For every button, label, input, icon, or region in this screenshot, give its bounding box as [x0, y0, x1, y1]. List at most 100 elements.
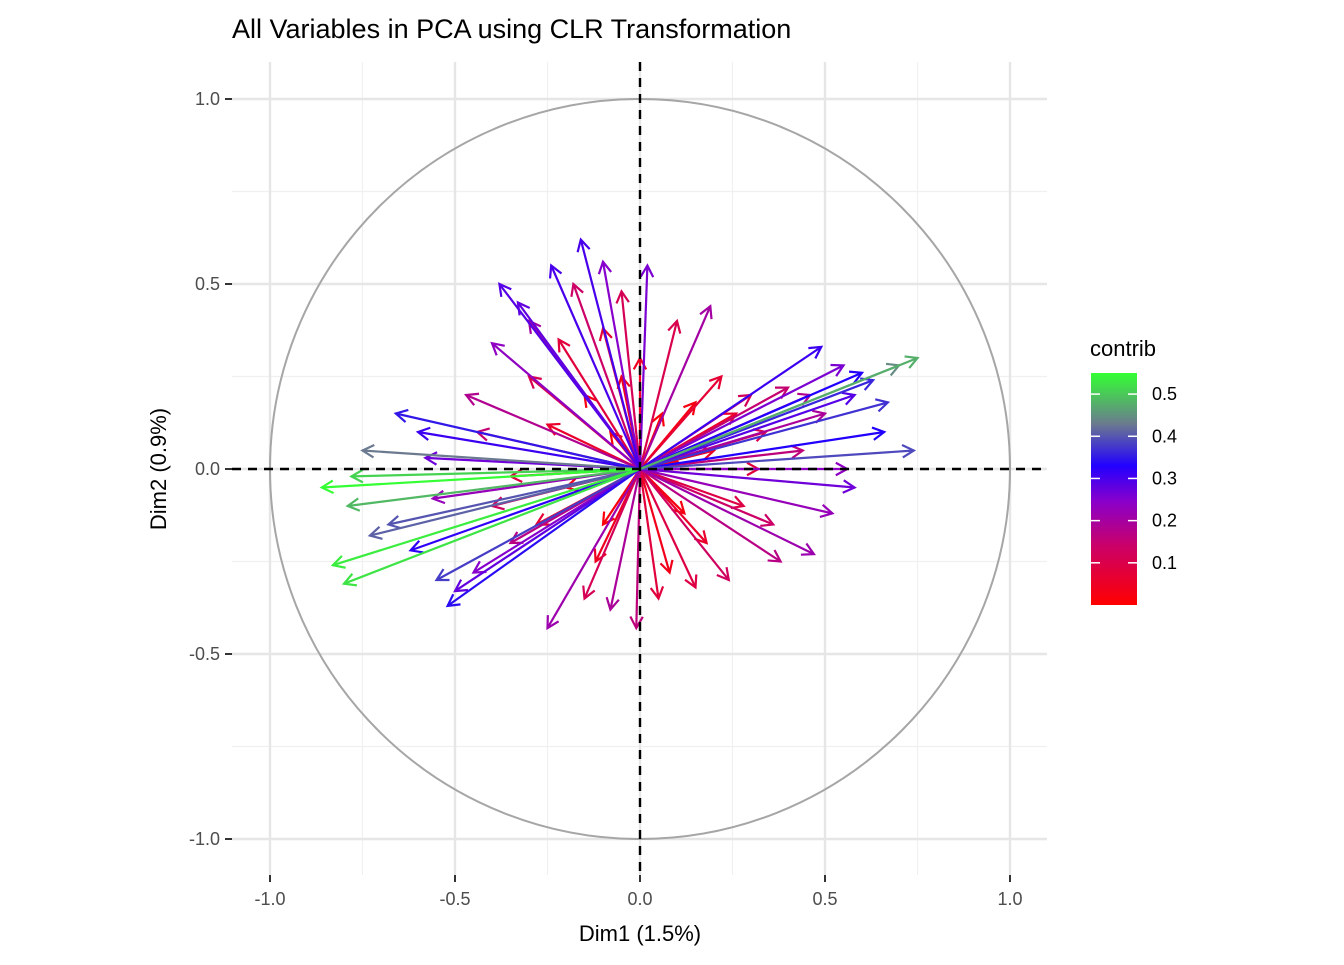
arrow-head — [582, 585, 596, 601]
arrow-shaft — [639, 467, 774, 526]
arrow-shaft — [332, 467, 641, 567]
legend-break-label: 0.4 — [1152, 426, 1177, 446]
arrow-shaft — [639, 393, 855, 471]
arrow-head — [393, 408, 409, 423]
variable-arrow — [548, 263, 642, 470]
arrow-head — [360, 444, 375, 459]
arrow-shaft — [638, 265, 649, 470]
arrow-shaft — [639, 467, 833, 515]
arrow-head — [498, 282, 512, 298]
arrow-shaft — [638, 468, 671, 573]
y-tick-label: -0.5 — [189, 644, 220, 664]
variable-arrow — [498, 282, 641, 470]
arrow-shaft — [639, 449, 914, 471]
arrow-head — [649, 585, 665, 601]
arrow-shaft — [347, 467, 641, 508]
arrow-head — [445, 593, 461, 608]
variable-arrow — [319, 467, 641, 495]
arrow-shaft — [583, 468, 642, 599]
arrow-shaft — [351, 467, 641, 478]
arrow-head — [386, 515, 402, 530]
arrow-head — [830, 363, 846, 377]
arrow-head — [716, 567, 731, 582]
arrow-head — [819, 503, 835, 518]
x-tick-label: 1.0 — [997, 889, 1022, 909]
arrow-head — [708, 374, 723, 390]
arrow-shaft — [639, 468, 730, 581]
arrow-shaft — [362, 449, 641, 471]
variable-arrow — [341, 467, 641, 587]
arrow-head — [904, 355, 920, 369]
arrow-head — [651, 411, 665, 427]
variable-arrow — [408, 467, 641, 554]
variable-arrow — [639, 374, 723, 470]
arrow-head — [693, 530, 709, 545]
arrow-head — [597, 259, 612, 275]
arrow-head — [557, 337, 571, 353]
variable-arrow — [639, 363, 846, 470]
variable-arrow — [360, 444, 641, 471]
arrow-head — [463, 392, 480, 406]
variable-arrow — [639, 468, 816, 556]
legend-break-label: 0.1 — [1152, 553, 1177, 573]
variable-arrow — [638, 304, 713, 470]
arrow-head — [434, 568, 450, 582]
arrow-head — [790, 444, 806, 459]
arrow-shaft — [454, 468, 641, 593]
arrow-head — [408, 539, 424, 554]
arrow-head — [570, 281, 584, 298]
variable-arrow — [638, 468, 674, 575]
arrow-head — [508, 531, 524, 545]
arrow-head — [760, 513, 776, 527]
variable-arrow — [638, 468, 665, 601]
arrow-shaft — [639, 430, 885, 471]
arrow-head — [730, 495, 746, 510]
arrow-shaft — [639, 468, 782, 563]
arrow-shaft — [435, 468, 641, 581]
y-tick-label: 0.5 — [195, 274, 220, 294]
arrow-shaft — [410, 467, 641, 552]
arrow-head — [875, 398, 891, 413]
variable-arrow — [490, 341, 641, 470]
x-tick-label: 0.5 — [812, 889, 837, 909]
arrow-head — [629, 616, 644, 631]
variable-arrow — [639, 467, 857, 494]
arrow-head — [871, 426, 887, 441]
arrow-shaft — [638, 320, 679, 470]
arrow-head — [615, 289, 630, 304]
arrow-head — [330, 555, 346, 569]
chart-title: All Variables in PCA using CLR Transform… — [232, 14, 791, 44]
x-tick-label: -0.5 — [439, 889, 470, 909]
variable-arrow — [605, 468, 642, 612]
variable-arrow — [639, 398, 891, 471]
arrow-shaft — [639, 364, 844, 470]
variable-arrow — [639, 370, 865, 471]
legend-title: contrib — [1090, 336, 1156, 361]
variable-arrow — [445, 468, 641, 608]
variable-arrow — [639, 345, 824, 470]
arrow-head — [808, 345, 824, 359]
arrow-head — [546, 615, 560, 631]
arrow-head — [367, 526, 383, 540]
arrow-head — [767, 549, 783, 563]
legend-break-label: 0.2 — [1152, 511, 1177, 531]
arrow-head — [576, 237, 591, 253]
arrow-shaft — [395, 412, 641, 471]
arrow-head — [548, 263, 563, 279]
variable-vectors — [319, 237, 920, 631]
variable-arrow — [576, 237, 642, 470]
arrow-head — [800, 542, 816, 556]
arrow-head — [345, 497, 361, 512]
arrow-shaft — [639, 468, 815, 556]
variable-arrow — [639, 467, 776, 527]
arrow-shaft — [498, 283, 641, 470]
variable-arrow — [638, 318, 682, 470]
arrow-shaft — [321, 467, 641, 489]
variable-arrow — [639, 444, 917, 471]
variable-arrow — [639, 468, 783, 563]
variable-arrow — [345, 467, 641, 512]
arrow-head — [453, 579, 469, 593]
arrow-shaft — [639, 345, 822, 470]
arrow-head — [605, 596, 620, 612]
